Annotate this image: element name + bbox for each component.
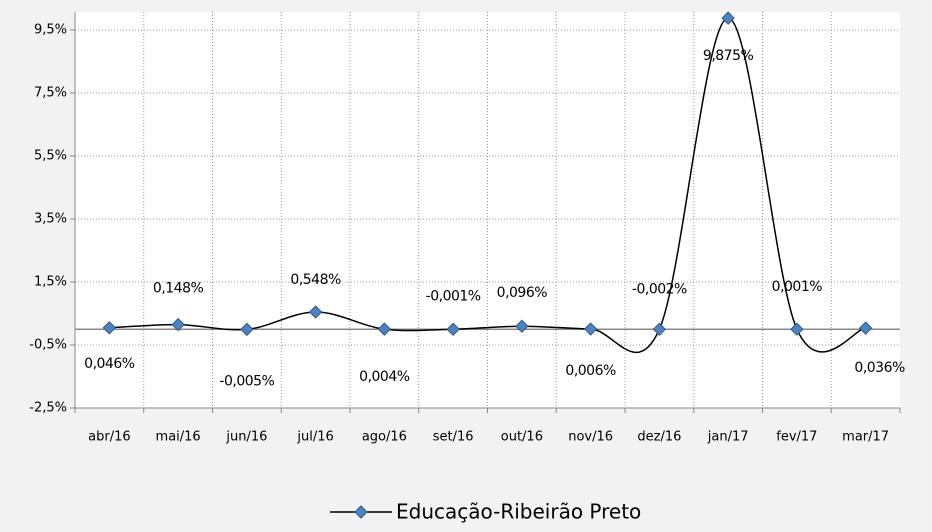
data-label: 0,006% [565,363,616,379]
x-tick-label: fev/17 [776,430,817,445]
x-tick-label: abr/16 [88,430,131,445]
data-label: 9,875% [703,48,754,64]
y-tick-label: -2,5% [29,401,67,416]
point-marker [171,317,185,332]
data-label: 0,548% [290,272,341,288]
data-label: 0,004% [359,369,410,385]
point-marker [515,319,529,333]
data-label: -0,001% [426,288,481,304]
y-tick-label: 7,5% [34,85,67,100]
data-label: 0,148% [153,281,204,297]
point-marker [790,322,804,336]
data-label: -0,002% [632,281,687,297]
legend-marker [354,505,368,519]
point-marker [721,11,735,25]
x-tick-label: set/16 [433,430,474,445]
y-tick-label: 3,5% [34,211,67,226]
point-marker [377,322,392,336]
x-tick-label: ago/16 [362,430,407,445]
x-tick-label: jun/16 [225,430,267,445]
point-marker [102,321,117,335]
data-label: 0,046% [84,356,135,372]
x-tick-label: out/16 [501,430,543,445]
point-marker [858,321,873,335]
x-tick-label: dez/16 [637,430,681,445]
point-marker [583,322,598,336]
x-tick-label: jan/17 [707,430,749,445]
x-tick-label: jul/16 [296,430,333,445]
series-line [109,17,866,354]
x-tick-label: mar/17 [842,430,889,445]
y-tick-label: 5,5% [34,148,67,163]
point-marker [652,322,667,337]
x-tick-label: mai/16 [156,430,201,445]
y-tick-label: 1,5% [34,274,67,289]
point-marker [240,322,254,337]
data-label: 0,096% [497,285,548,301]
x-tick-label: nov/16 [568,430,613,445]
y-tick-label: -0,5% [29,337,67,352]
y-tick-label: 9,5% [34,22,67,37]
data-label: 0,001% [772,279,823,295]
point-marker [446,322,460,336]
data-label: -0,005% [219,373,274,389]
legend-label: Educação-Ribeirão Preto [396,500,641,524]
data-label: 0,036% [854,360,905,376]
point-marker [308,305,323,319]
